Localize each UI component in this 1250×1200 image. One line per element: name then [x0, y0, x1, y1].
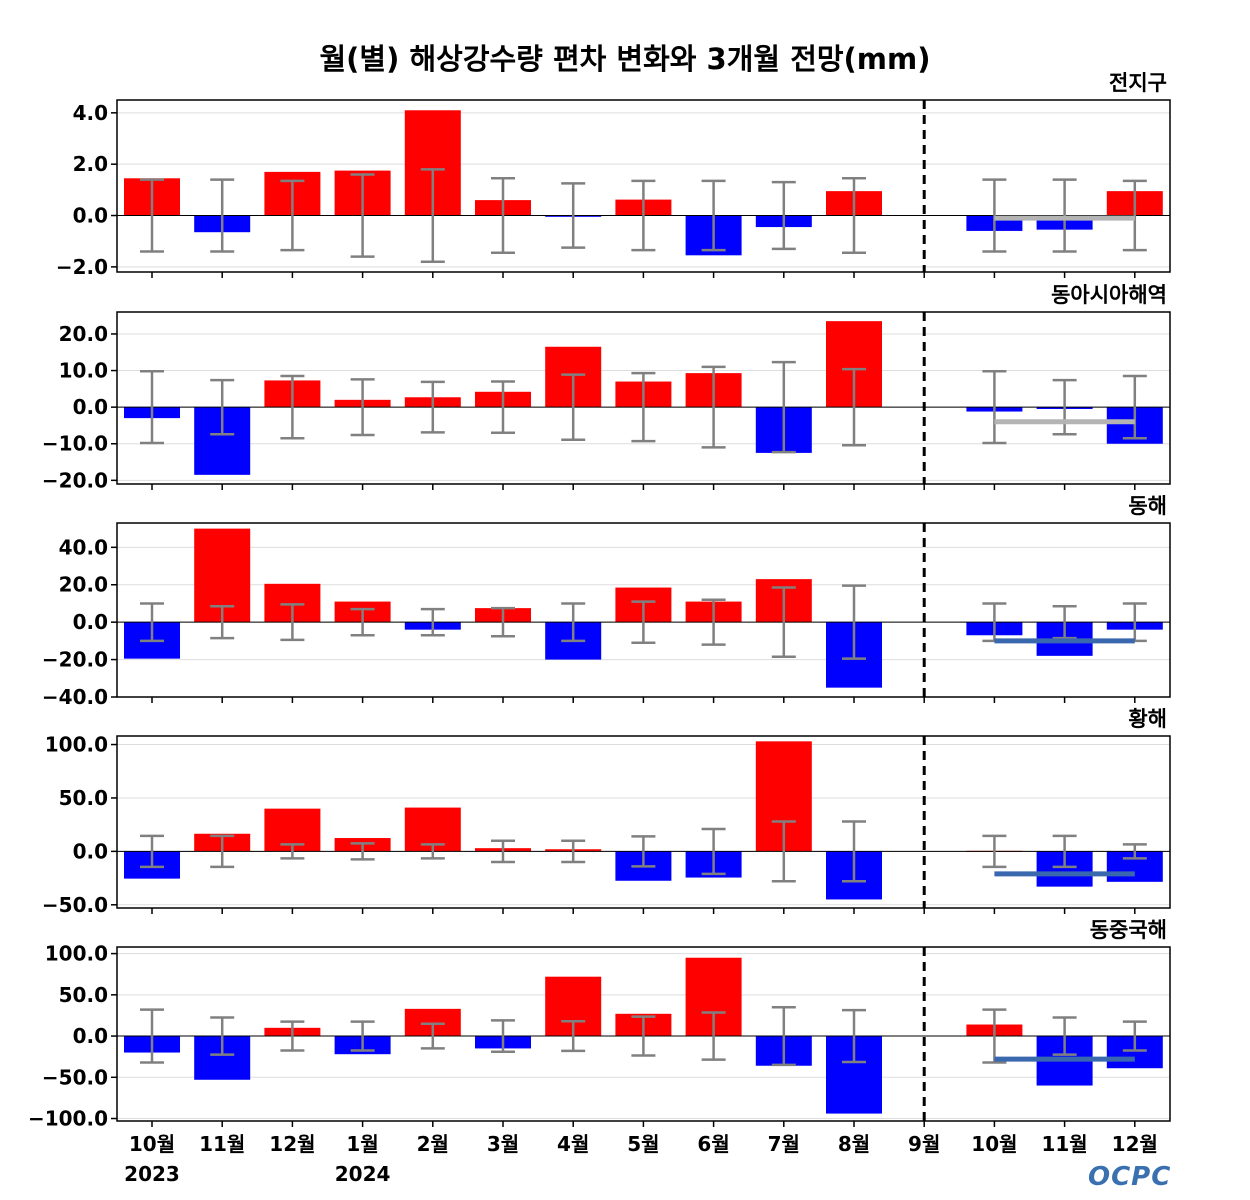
x-tick-label: 7월: [768, 1132, 800, 1156]
x-tick-label: 5월: [627, 1132, 659, 1156]
panel-1: −2.0 0.0 2.0 4.0 전지구: [56, 71, 1171, 279]
y-tick-label: 0.0: [73, 610, 108, 634]
x-tick-label: 4월: [557, 1132, 589, 1156]
y-tick-label: −40.0: [42, 685, 108, 709]
panel-5: −100.0 −50.0 0.0 50.0 100.0 동중국해: [28, 918, 1171, 1131]
x-tick-label: 2월: [417, 1132, 449, 1156]
y-tick-label: 50.0: [59, 786, 108, 810]
panel-title: 동해: [1128, 494, 1167, 518]
y-tick-label: 0.0: [73, 204, 108, 228]
y-tick-label: 2.0: [73, 152, 108, 176]
panel-title: 동아시아해역: [1051, 283, 1167, 307]
ocpc-logo: OCPC: [1088, 1162, 1172, 1192]
panel-title: 동중국해: [1090, 918, 1167, 942]
y-tick-label: −50.0: [42, 893, 108, 917]
x-tick-label: 1월: [346, 1132, 378, 1156]
x-tick-label: 3월: [487, 1132, 519, 1156]
panel-4: −50.0 0.0 50.0 100.0 황해: [42, 707, 1171, 917]
x-tick-label: 10월: [971, 1132, 1017, 1156]
y-tick-label: 40.0: [59, 535, 108, 559]
year-label: 2024: [335, 1162, 391, 1186]
y-tick-label: −20.0: [42, 468, 108, 492]
y-tick-label: 100.0: [45, 733, 108, 757]
year-label: 2023: [124, 1162, 180, 1186]
y-tick-label: 100.0: [45, 942, 108, 966]
panel-3: −40.0 −20.0 0.0 20.0 40.0 동해: [42, 494, 1171, 709]
y-tick-label: 20.0: [59, 573, 108, 597]
y-tick-label: −50.0: [42, 1065, 108, 1089]
y-tick-label: 0.0: [73, 1024, 108, 1048]
y-tick-label: 50.0: [59, 983, 108, 1007]
panel-title: 황해: [1128, 707, 1167, 731]
chart-title: 월(별) 해상강수량 편차 변화와 3개월 전망(mm): [319, 42, 931, 76]
x-tick-label: 6월: [697, 1132, 729, 1156]
y-tick-label: 20.0: [59, 322, 108, 346]
x-tick-label: 10월: [129, 1132, 175, 1156]
x-tick-label: 11월: [199, 1132, 245, 1156]
y-tick-label: 0.0: [73, 839, 108, 863]
y-tick-label: −100.0: [28, 1107, 108, 1131]
y-tick-label: 10.0: [59, 359, 108, 383]
x-tick-label: 9월: [908, 1132, 940, 1156]
panel-title: 전지구: [1109, 71, 1167, 95]
panel-2: −20.0 −10.0 0.0 10.0 20.0 동아시아해역: [42, 283, 1171, 492]
x-tick-label: 12월: [269, 1132, 315, 1156]
x-tick-label: 12월: [1112, 1132, 1158, 1156]
y-tick-label: −20.0: [42, 648, 108, 672]
x-tick-label: 11월: [1041, 1132, 1087, 1156]
x-tick-label: 8월: [838, 1132, 870, 1156]
y-tick-label: 4.0: [73, 101, 108, 125]
y-tick-label: −2.0: [56, 255, 108, 279]
y-tick-label: −10.0: [42, 432, 108, 456]
y-tick-label: 0.0: [73, 395, 108, 419]
